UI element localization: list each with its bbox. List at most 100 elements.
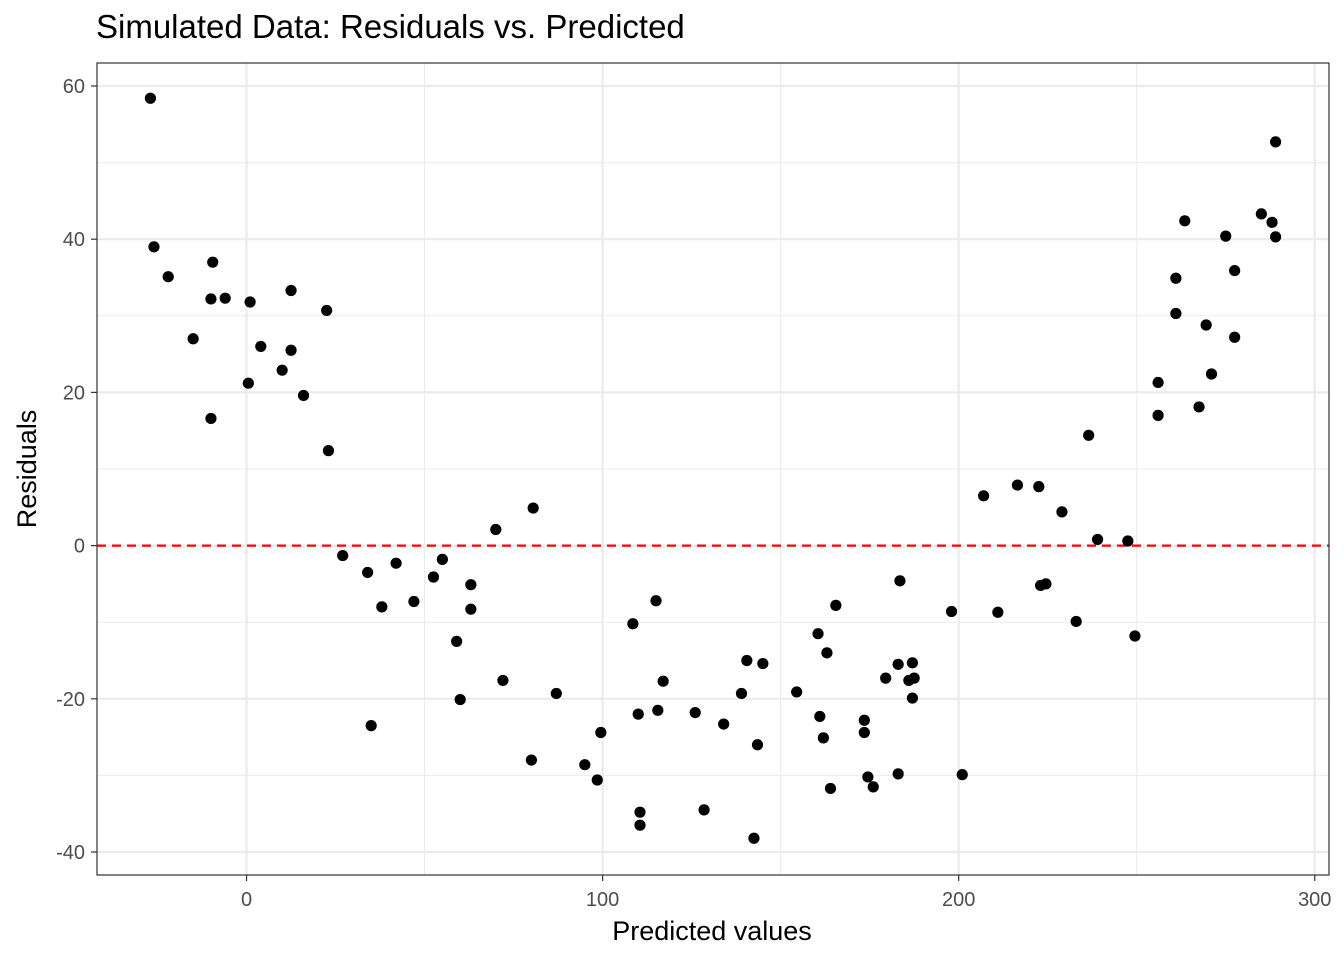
y-tick-label: 60: [63, 76, 85, 98]
data-point: [751, 739, 764, 751]
y-axis-ticks: -40 -20 0 20 40 60: [56, 76, 97, 864]
data-point: [1152, 409, 1164, 421]
data-point: [892, 658, 904, 670]
data-point: [1229, 331, 1241, 343]
data-point: [652, 704, 664, 716]
data-point: [242, 377, 254, 389]
major-gridlines: [97, 63, 1329, 875]
data-point: [1152, 376, 1164, 389]
data-point: [880, 672, 892, 684]
data-point: [650, 595, 662, 607]
data-point: [162, 271, 174, 283]
data-point: [205, 412, 217, 425]
data-point: [689, 707, 701, 719]
data-point: [634, 806, 646, 818]
data-point: [1269, 136, 1282, 148]
data-point: [906, 657, 918, 669]
data-point: [465, 603, 477, 615]
data-point: [992, 606, 1004, 618]
data-point: [148, 241, 160, 253]
data-point: [1179, 215, 1191, 227]
data-point: [362, 566, 374, 579]
data-point: [757, 657, 769, 670]
data-point: [579, 759, 591, 771]
plot-panel-border: [96, 62, 1330, 876]
data-point: [276, 364, 288, 376]
x-tick-label: 200: [942, 889, 975, 911]
data-point: [497, 674, 509, 687]
data-point: [858, 726, 870, 739]
data-point: [591, 774, 603, 786]
y-tick-label: 20: [63, 382, 85, 404]
data-point: [657, 675, 669, 687]
x-tick-label: 100: [586, 889, 619, 911]
data-point: [376, 601, 388, 613]
data-point: [735, 687, 748, 700]
data-point: [527, 502, 539, 514]
data-point: [321, 304, 333, 317]
data-point: [698, 804, 710, 816]
x-tick-label: 0: [241, 889, 252, 911]
data-point: [867, 781, 879, 793]
data-point: [337, 549, 349, 562]
data-point: [1070, 615, 1082, 628]
data-point: [1255, 208, 1267, 220]
data-point: [1091, 533, 1104, 546]
data-point: [862, 771, 874, 783]
data-point: [255, 340, 267, 353]
data-point: [297, 389, 310, 402]
data-point: [465, 579, 477, 591]
data-point: [1170, 272, 1182, 284]
data-point: [144, 92, 157, 104]
data-point: [1011, 479, 1024, 491]
data-point: [906, 692, 918, 704]
data-point: [595, 726, 607, 739]
data-point: [244, 296, 256, 308]
data-point: [627, 618, 639, 630]
data-point: [817, 732, 829, 744]
data-point: [978, 490, 990, 502]
data-point: [1205, 368, 1218, 380]
data-point: [741, 654, 753, 667]
data-point: [207, 256, 219, 268]
data-point: [830, 599, 842, 611]
minor-gridlines: [97, 63, 1329, 875]
y-axis-label: Residuals: [12, 410, 42, 529]
y-tick-label: -40: [56, 842, 85, 864]
data-point: [1056, 506, 1068, 518]
data-point: [285, 344, 297, 356]
data-point: [634, 819, 646, 831]
data-point: [408, 595, 420, 608]
data-point: [1170, 307, 1182, 320]
data-point: [285, 284, 297, 297]
data-point: [1193, 401, 1205, 413]
data-point: [1040, 578, 1052, 590]
data-point: [858, 714, 870, 726]
data-point: [791, 686, 803, 698]
data-point: [1033, 481, 1045, 493]
x-axis-label: Predicted values: [612, 916, 812, 946]
data-point: [365, 720, 377, 732]
x-axis-ticks: 0 100 200 300: [241, 875, 1331, 911]
data-point: [187, 333, 199, 345]
data-point: [205, 293, 217, 305]
data-point: [550, 687, 562, 700]
data-point: [427, 571, 440, 583]
data-point: [1200, 319, 1212, 331]
data-point: [718, 718, 730, 730]
data-point: [908, 672, 920, 684]
data-point: [892, 768, 904, 780]
data-point: [1266, 216, 1278, 228]
data-point: [525, 754, 538, 766]
chart-title: Simulated Data: Residuals vs. Predicted: [96, 8, 685, 45]
data-point: [821, 647, 833, 659]
data-point: [1220, 230, 1232, 242]
data-point: [451, 635, 463, 647]
data-point: [322, 445, 335, 457]
data-point: [748, 832, 760, 844]
data-point: [1269, 231, 1282, 243]
data-point: [219, 292, 231, 304]
data-point: [824, 782, 837, 795]
data-points: [144, 92, 1282, 844]
